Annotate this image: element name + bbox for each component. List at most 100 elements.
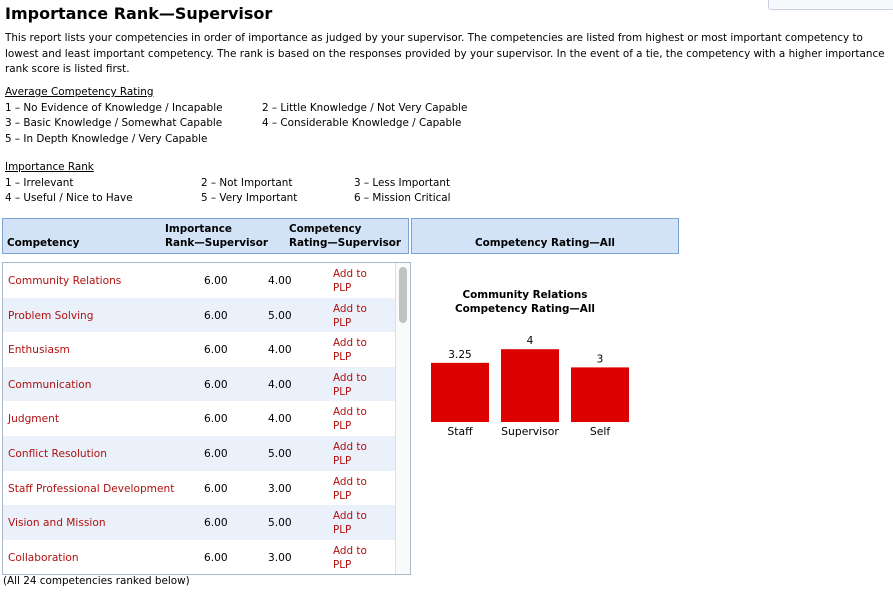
chart-header: Competency Rating—All xyxy=(411,218,679,254)
competency-name[interactable]: Enthusiasm xyxy=(8,344,70,357)
add-to-plp-line2: PLP xyxy=(333,420,352,433)
add-to-plp-line1: Add to xyxy=(333,544,367,557)
competency-name[interactable]: Problem Solving xyxy=(8,309,94,322)
rating-value: 4.00 xyxy=(268,378,292,391)
add-to-plp-link[interactable]: Add to PLP xyxy=(333,544,378,572)
bar-self xyxy=(571,367,629,422)
rating-bar-chart: 3.25 Staff 4 Supervisor 3 Self xyxy=(431,335,629,438)
rating-value: 4.00 xyxy=(268,413,292,426)
header-importance-line2: Rank—Supervisor xyxy=(165,236,268,249)
competency-name[interactable]: Communication xyxy=(8,378,92,391)
rating-value: 5.00 xyxy=(268,309,292,322)
importance-legend: Importance Rank 1 – Irrelevant 2 – Not I… xyxy=(5,160,565,208)
header-rating-line1: Competency xyxy=(289,223,362,235)
add-to-plp-link[interactable]: Add to PLP xyxy=(333,405,378,433)
table-row: Collaboration 6.00 3.00 Add to PLP xyxy=(3,540,395,574)
table-row: Community Relations 6.00 4.00 Add to PLP xyxy=(3,263,395,298)
add-to-plp-link[interactable]: Add to PLP xyxy=(333,440,378,468)
add-to-plp-link[interactable]: Add to PLP xyxy=(333,509,378,537)
avg-legend-item: 2 – Little Knowledge / Not Very Capable xyxy=(262,101,468,114)
header-rating-line2: Rating—Supervisor xyxy=(289,236,402,249)
add-to-plp-link[interactable]: Add to PLP xyxy=(333,302,378,330)
avg-legend-item: 1 – No Evidence of Knowledge / Incapable xyxy=(5,101,223,114)
add-to-plp-line2: PLP xyxy=(333,351,352,364)
rating-value: 5.00 xyxy=(268,517,292,530)
add-to-plp-line2: PLP xyxy=(333,282,352,294)
competency-name[interactable]: Conflict Resolution xyxy=(8,448,107,460)
table-row: Vision and Mission 6.00 5.00 Add to PLP xyxy=(3,505,395,540)
table-row: Staff Professional Development 6.00 3.00 Ad… xyxy=(3,471,395,506)
add-to-plp-link[interactable]: Add to PLP xyxy=(333,475,378,503)
chart-title-line2: Competency Rating—All xyxy=(455,303,595,315)
add-to-plp-line2: PLP xyxy=(333,316,352,329)
bar-category-label: Staff xyxy=(447,425,473,438)
avg-legend-item: 3 – Basic Knowledge / Somewhat Capable xyxy=(5,117,223,129)
bar-value-label: 4 xyxy=(527,335,534,347)
add-to-plp-line2: PLP xyxy=(333,524,352,537)
bar-value-label: 3.25 xyxy=(448,349,471,361)
add-to-plp-line1: Add to xyxy=(333,337,367,350)
table-scrollbar[interactable] xyxy=(395,263,410,574)
importance-value: 6.00 xyxy=(204,517,228,530)
bar-category-label: Supervisor xyxy=(501,425,559,438)
competency-table[interactable]: Community Relations 6.00 4.00 Add to PLP Prob… xyxy=(2,262,411,575)
table-row: Enthusiasm 6.00 4.00 Add to PLP xyxy=(3,332,395,367)
add-to-plp-line2: PLP xyxy=(333,455,352,467)
importance-value: 6.00 xyxy=(204,378,228,391)
header-importance-rank: Importance Rank—Supervisor xyxy=(165,223,268,250)
imp-legend-item: 3 – Less Important xyxy=(354,176,451,189)
importance-value: 6.00 xyxy=(204,448,228,460)
add-to-plp-line1: Add to xyxy=(333,510,367,523)
imp-legend-item: 2 – Not Important xyxy=(201,176,293,189)
bar-category-label: Self xyxy=(590,425,610,438)
table-row: Problem Solving 6.00 5.00 Add to PLP xyxy=(3,297,395,333)
add-to-plp-line2: PLP xyxy=(333,385,352,398)
avg-legend-item: 4 – Considerable Knowledge / Capable xyxy=(262,117,462,129)
add-to-plp-line2: PLP xyxy=(333,558,352,571)
importance-value: 6.00 xyxy=(204,482,228,495)
table-row: Judgment 6.00 4.00 Add to PLP xyxy=(3,401,395,436)
importance-value: 6.00 xyxy=(204,309,228,322)
add-to-plp-line1: Add to xyxy=(333,302,367,315)
avg-rating-legend: Average Competency Rating 1 – No Evidenc… xyxy=(5,85,565,149)
footnote: (All 24 competencies ranked below) xyxy=(3,575,190,587)
chart-title-line1: Community Relations xyxy=(462,289,588,301)
imp-legend-item: 6 – Mission Critical xyxy=(354,192,451,204)
chart-title: Community Relations Competency Rating—Al… xyxy=(420,288,630,316)
importance-value: 6.00 xyxy=(204,551,228,564)
add-to-plp-line1: Add to xyxy=(333,268,367,280)
imp-legend-item: 5 – Very Important xyxy=(201,192,298,204)
competency-name[interactable]: Collaboration xyxy=(8,551,79,564)
toolbar-widget[interactable] xyxy=(768,0,893,10)
add-to-plp-line1: Add to xyxy=(333,406,367,419)
add-to-plp-link[interactable]: Add to PLP xyxy=(333,336,378,364)
rating-value: 3.00 xyxy=(268,551,292,564)
add-to-plp-link[interactable]: Add to PLP xyxy=(333,371,378,399)
add-to-plp-line1: Add to xyxy=(333,371,367,384)
scrollbar-thumb[interactable] xyxy=(399,267,407,323)
add-to-plp-line2: PLP xyxy=(333,489,352,502)
rating-value: 4.00 xyxy=(268,344,292,357)
importance-value: 6.00 xyxy=(204,413,228,426)
table-header: Competency Importance Rank—Supervisor Co… xyxy=(2,218,409,254)
header-competency-rating: Competency Rating—Supervisor xyxy=(289,223,401,250)
competency-name[interactable]: Vision and Mission xyxy=(8,517,106,530)
bar-staff xyxy=(431,362,489,422)
add-to-plp-line1: Add to xyxy=(333,441,367,453)
table-row: Conflict Resolution 6.00 5.00 Add to PLP xyxy=(3,436,395,471)
competency-name[interactable]: Community Relations xyxy=(8,275,122,287)
avg-legend-item: 5 – In Depth Knowledge / Very Capable xyxy=(5,132,208,145)
imp-legend-caption: Importance Rank xyxy=(5,161,94,173)
competency-name[interactable]: Staff Professional Development xyxy=(8,482,175,495)
importance-value: 6.00 xyxy=(204,344,228,357)
header-competency: Competency xyxy=(7,237,80,249)
rating-value: 3.00 xyxy=(268,482,292,495)
add-to-plp-link[interactable]: Add to PLP xyxy=(333,267,378,295)
rating-value: 4.00 xyxy=(268,275,292,287)
avg-legend-caption: Average Competency Rating xyxy=(5,86,154,98)
competency-name[interactable]: Judgment xyxy=(8,413,59,426)
header-importance-line1: Importance xyxy=(165,223,232,235)
bar-supervisor xyxy=(501,349,559,422)
header-rating-all: Competency Rating—All xyxy=(475,237,615,249)
add-to-plp-line1: Add to xyxy=(333,475,367,488)
